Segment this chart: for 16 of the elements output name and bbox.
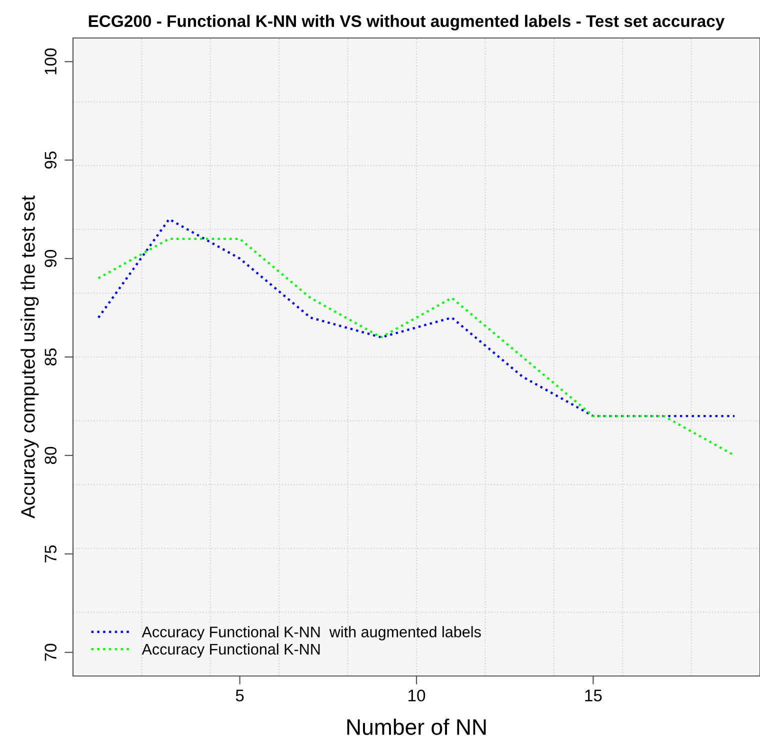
y-tick-label: 95: [44, 152, 57, 169]
y-tick-label: 100: [44, 48, 57, 74]
legend-label: Accuracy Functional K-NN: [142, 643, 320, 658]
legend-label: Accuracy Functional K-NN with augmented labels: [142, 626, 481, 640]
y-tick-label: 75: [44, 545, 57, 562]
y-axis-title: Accuracy computed using the test set: [20, 196, 39, 519]
chart-title: ECG200 - Functional K-NN with VS without augmented labels - Test set accuracy: [88, 14, 725, 30]
line-series: [97, 218, 736, 418]
x-tick-label: 10: [408, 690, 426, 702]
y-tick-label: 85: [44, 348, 57, 366]
x-axis-title: Number of NN: [347, 718, 486, 735]
y-tick-label: 70: [44, 644, 57, 661]
x-tick-label: 15: [585, 690, 602, 702]
y-tick-label: 90: [44, 250, 57, 268]
y-tick-label: 80: [44, 446, 57, 464]
x-tick-label: 5: [236, 690, 244, 702]
